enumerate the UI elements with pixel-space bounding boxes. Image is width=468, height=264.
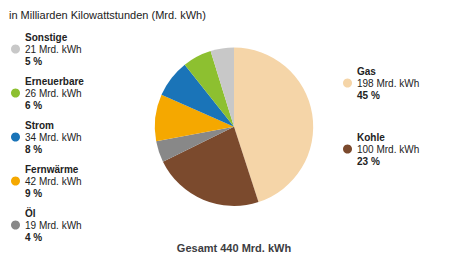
svg-text:6 %: 6 % [25, 100, 42, 111]
svg-text:19 Mrd. kWh: 19 Mrd. kWh [25, 220, 82, 231]
svg-text:45 %: 45 % [357, 90, 380, 101]
svg-text:100 Mrd. kWh: 100 Mrd. kWh [357, 144, 419, 155]
svg-text:in Milliarden Kilowattstunden: in Milliarden Kilowattstunden (Mrd. kWh) [9, 9, 206, 21]
svg-text:198 Mrd. kWh: 198 Mrd. kWh [357, 78, 419, 89]
svg-text:Erneuerbare: Erneuerbare [25, 76, 84, 87]
svg-text:Gesamt 440 Mrd. kWh: Gesamt 440 Mrd. kWh [177, 242, 292, 254]
svg-text:4 %: 4 % [25, 232, 42, 243]
svg-text:Strom: Strom [25, 120, 54, 131]
svg-text:Sonstige: Sonstige [25, 32, 68, 43]
svg-text:Gas: Gas [357, 66, 376, 77]
svg-text:23 %: 23 % [357, 156, 380, 167]
svg-text:5 %: 5 % [25, 56, 42, 67]
svg-text:21 Mrd. kWh: 21 Mrd. kWh [25, 44, 82, 55]
svg-text:42 Mrd. kWh: 42 Mrd. kWh [25, 176, 82, 187]
svg-text:Öl: Öl [25, 207, 36, 219]
svg-text:9 %: 9 % [25, 188, 42, 199]
svg-text:Kohle: Kohle [357, 132, 385, 143]
svg-text:8 %: 8 % [25, 144, 42, 155]
svg-text:26 Mrd. kWh: 26 Mrd. kWh [25, 88, 82, 99]
svg-text:34 Mrd. kWh: 34 Mrd. kWh [25, 132, 82, 143]
svg-text:Fernwärme: Fernwärme [25, 164, 79, 175]
